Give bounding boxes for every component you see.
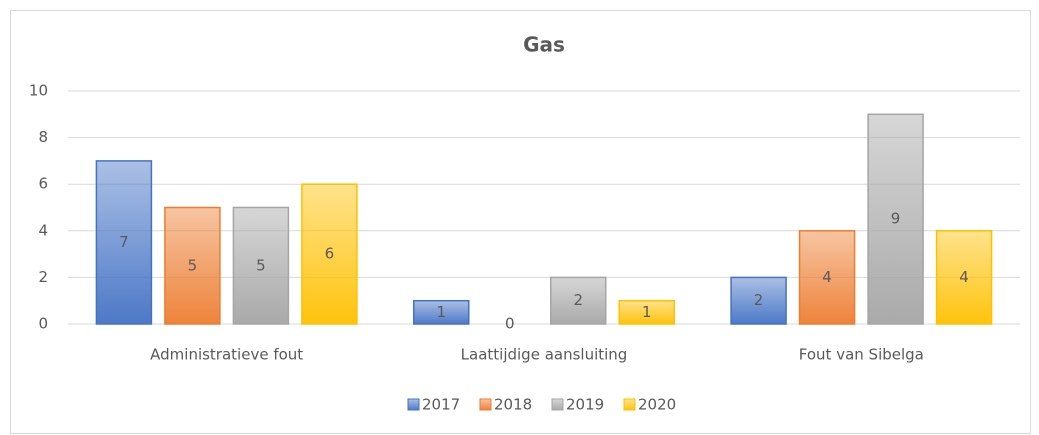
bar <box>301 183 358 325</box>
y-tick-label: 2 <box>38 268 48 286</box>
data-label: 6 <box>325 245 335 263</box>
bar <box>95 160 153 325</box>
data-label: 9 <box>891 210 901 228</box>
bar <box>164 206 221 325</box>
bar <box>798 230 856 325</box>
bar <box>867 113 924 325</box>
legend-swatch <box>479 398 492 411</box>
bar <box>550 276 607 325</box>
y-tick-label: 8 <box>38 128 48 146</box>
data-label: 0 <box>505 315 515 333</box>
bar <box>618 299 675 325</box>
bar <box>935 230 993 325</box>
legend-swatch <box>407 398 420 411</box>
legend-label: 2017 <box>422 396 460 414</box>
bar <box>413 299 470 325</box>
x-tick-label: Administratieve fout <box>150 346 303 364</box>
data-label: 5 <box>256 256 266 274</box>
data-label: 5 <box>188 256 198 274</box>
data-label: 1 <box>436 303 446 321</box>
data-label: 2 <box>573 291 583 309</box>
y-tick-label: 4 <box>38 221 48 239</box>
data-label: 7 <box>119 233 129 251</box>
legend-swatch <box>551 398 564 411</box>
legend-label: 2020 <box>638 396 676 414</box>
legend-swatch <box>623 398 636 411</box>
data-label: 4 <box>822 268 832 286</box>
legend-label: 2019 <box>566 396 604 414</box>
y-tick-label: 10 <box>29 82 48 100</box>
y-tick-label: 0 <box>38 315 48 333</box>
x-tick-label: Laattijdige aansluiting <box>461 346 628 364</box>
data-label: 4 <box>959 268 969 286</box>
data-label: 1 <box>642 303 652 321</box>
y-tick-label: 6 <box>38 175 48 193</box>
data-label: 2 <box>754 291 764 309</box>
legend-label: 2018 <box>494 396 532 414</box>
chart-title: Gas <box>523 33 565 57</box>
bar <box>232 206 290 325</box>
bar <box>730 276 787 325</box>
x-tick-label: Fout van Sibelga <box>799 346 924 364</box>
